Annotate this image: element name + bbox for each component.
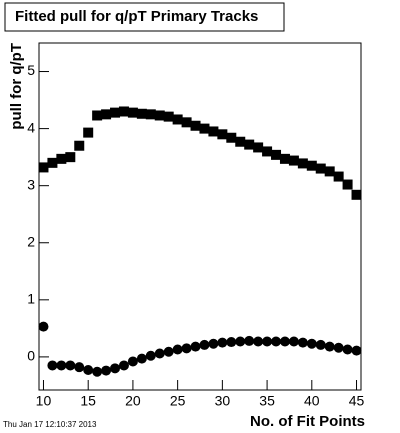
circle-marker — [118, 360, 129, 371]
circle-marker — [235, 336, 246, 347]
square-marker — [118, 106, 129, 117]
y-tick-label: 4 — [27, 119, 35, 135]
square-marker — [217, 129, 228, 140]
circle-marker — [92, 366, 103, 377]
circle-marker — [351, 345, 362, 356]
circle-marker — [172, 344, 183, 355]
circle-marker — [136, 353, 147, 364]
square-marker — [244, 139, 255, 150]
square-marker — [65, 152, 76, 163]
circle-marker — [226, 337, 237, 348]
circle-marker — [297, 337, 308, 348]
y-tick-label: 5 — [27, 62, 35, 78]
square-marker — [101, 109, 112, 120]
x-tick-label: 20 — [125, 393, 141, 409]
circle-marker — [101, 365, 112, 376]
square-marker — [333, 171, 344, 182]
chart-title: Fitted pull for q/pT Primary Tracks — [15, 8, 258, 25]
circle-marker — [190, 341, 201, 352]
circle-marker — [217, 337, 228, 348]
plot-frame — [38, 42, 362, 391]
square-marker — [172, 114, 183, 125]
circle-marker — [38, 321, 49, 332]
square-marker — [163, 111, 174, 122]
square-marker — [38, 162, 49, 173]
circle-marker — [56, 360, 67, 371]
square-marker — [262, 146, 273, 157]
circle-marker — [127, 356, 138, 367]
y-axis-title: pull for q/pT — [8, 43, 25, 130]
square-marker — [288, 155, 299, 166]
square-marker — [253, 142, 264, 153]
square-marker — [92, 110, 103, 121]
circle-marker — [315, 339, 326, 350]
y-tick-label: 1 — [27, 291, 35, 307]
x-tick-label: 10 — [36, 393, 52, 409]
circle-marker — [163, 346, 174, 357]
circle-marker — [47, 360, 58, 371]
circle-marker — [288, 336, 299, 347]
y-tick-label: 2 — [27, 233, 35, 249]
circle-marker — [199, 339, 210, 350]
square-marker — [47, 157, 58, 168]
circle-marker — [253, 336, 264, 347]
circle-marker — [342, 344, 353, 355]
x-tick-label: 45 — [349, 393, 365, 409]
square-marker — [324, 166, 335, 177]
circle-marker — [208, 338, 219, 349]
square-marker — [306, 160, 317, 171]
y-tick-label: 3 — [27, 176, 35, 192]
circle-marker — [244, 335, 255, 346]
square-marker — [199, 123, 210, 134]
square-marker — [297, 158, 308, 169]
square-marker — [154, 110, 165, 121]
square-marker — [351, 189, 362, 200]
x-tick-label: 35 — [259, 393, 275, 409]
square-marker — [190, 120, 201, 131]
x-tick-label: 15 — [80, 393, 96, 409]
square-marker — [136, 108, 147, 119]
square-marker — [279, 153, 290, 164]
square-marker — [208, 126, 219, 137]
square-marker — [235, 136, 246, 147]
square-marker — [127, 107, 138, 118]
square-marker — [342, 179, 353, 190]
square-marker — [181, 117, 192, 128]
circle-marker — [279, 336, 290, 347]
square-marker — [110, 107, 121, 118]
y-tick-label: 0 — [27, 348, 35, 364]
circle-marker — [65, 360, 76, 371]
x-axis-title: No. of Fit Points — [250, 413, 365, 430]
circle-marker — [262, 336, 273, 347]
circle-marker — [324, 341, 335, 352]
circle-marker — [83, 365, 94, 376]
square-marker — [74, 140, 85, 151]
circle-marker — [306, 338, 317, 349]
circle-marker — [74, 362, 85, 373]
square-marker — [226, 132, 237, 143]
title-box — [4, 2, 285, 32]
circle-marker — [181, 343, 192, 354]
circle-marker — [154, 348, 165, 359]
square-marker — [56, 153, 67, 164]
x-tick-label: 25 — [170, 393, 186, 409]
square-marker — [271, 149, 282, 160]
circle-marker — [271, 336, 282, 347]
square-marker — [315, 163, 326, 174]
square-marker — [83, 127, 94, 138]
square-marker — [145, 109, 156, 120]
circle-marker — [145, 350, 156, 361]
x-tick-label: 30 — [215, 393, 231, 409]
timestamp: Thu Jan 17 12:10:37 2013 — [3, 420, 97, 429]
circle-marker — [333, 342, 344, 353]
x-tick-label: 40 — [304, 393, 320, 409]
circle-marker — [110, 363, 121, 374]
